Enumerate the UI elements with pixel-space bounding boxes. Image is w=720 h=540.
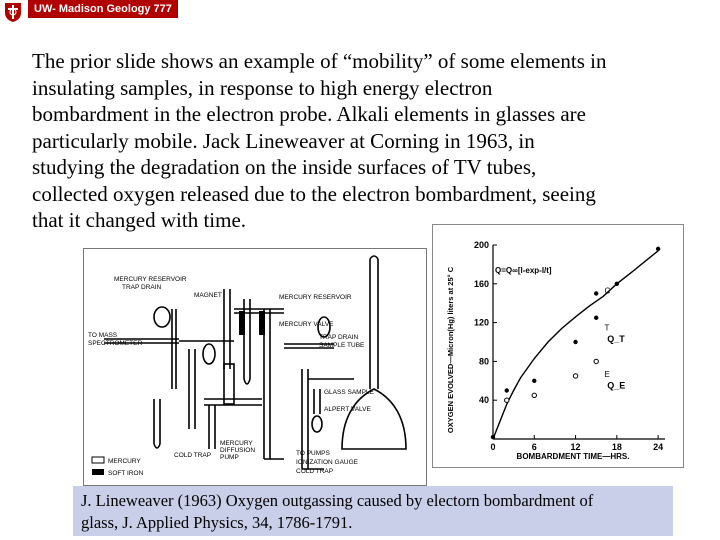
legend-mercury-label: MERCURY	[108, 458, 141, 465]
ionization-gauge-label: IONIZATION GAUGE	[296, 459, 359, 466]
curve-label: Q_E	[607, 381, 625, 391]
trap-drain-label: TRAP DRAIN	[319, 334, 359, 341]
glass-sample-label: GLASS SAMPLE	[324, 389, 375, 396]
y-axis-label: OXYGEN EVOLVED—Micron(Hg) liters at 25° …	[446, 266, 455, 433]
data-point	[573, 339, 578, 345]
data-point-open	[572, 373, 579, 379]
curve-marker-label: T	[604, 323, 609, 332]
alpert-valve-label: ALPERT VALVE	[324, 406, 372, 413]
data-point-open	[593, 358, 599, 365]
body-line: studying the degradation on the inside s…	[32, 155, 537, 179]
curve-marker-label: C	[604, 287, 610, 296]
mercury-diffusion-label: MERCURY	[220, 440, 253, 447]
x-tick-label: 12	[571, 442, 581, 452]
to-mass-label: TO MASS	[88, 332, 118, 339]
cold-trap-label: COLD TRAP	[174, 452, 211, 459]
body-line: that it changed with time.	[32, 208, 247, 232]
data-point	[504, 388, 509, 393]
apparatus-diagram: MAGNET MERCURY RESERVOIR TRAP DRAIN TO M…	[83, 248, 427, 486]
data-point	[655, 246, 661, 252]
body-line: bombardment in the electron probe. Alkal…	[32, 102, 586, 126]
mercury-valve-label: MERCURY VALVE	[279, 321, 334, 328]
apparatus-drawing: MAGNET MERCURY RESERVOIR TRAP DRAIN TO M…	[88, 255, 407, 477]
body-line: insulating samples, in response to high …	[32, 75, 493, 100]
y-tick-label: 120	[474, 318, 489, 328]
data-point	[532, 378, 537, 383]
oxygen-evolved-chart: OXYGEN EVOLVED—Micron(Hg) liters at 25° …	[432, 224, 684, 468]
pump-label: PUMP	[220, 454, 239, 461]
citation-line: J. Lineweaver (1963) Oxygen outgassing c…	[81, 491, 594, 510]
x-tick-label: 6	[532, 442, 537, 452]
data-point-open	[531, 392, 537, 399]
magnet-label: MAGNET	[194, 292, 222, 299]
university-crest-icon	[5, 3, 21, 22]
to-pumps-label: TO PUMPS	[296, 450, 330, 457]
mercury-reservoir-label: MERCURY RESERVOIR	[279, 294, 352, 301]
fit-curve	[492, 250, 659, 440]
x-axis-label: BOMBARDMENT TIME—HRS.	[517, 452, 630, 461]
y-tick-label: 80	[479, 356, 489, 366]
spectrometer-label: SPECTROMETER	[88, 340, 142, 347]
data-point	[594, 315, 599, 320]
curve-label: Q_T	[607, 334, 625, 344]
body-line: The prior slide shows an example of “mob…	[32, 49, 607, 73]
citation-line: glass, J. Applied Physics, 34, 1786-1791…	[81, 513, 353, 532]
curve-marker-label: E	[604, 370, 609, 379]
equation-label: Q=Q∞[l-exp-l/t]	[495, 266, 552, 275]
body-line: particularly mobile. Jack Lineweaver at …	[32, 128, 535, 153]
citation-box: J. Lineweaver (1963) Oxygen outgassing c…	[73, 486, 673, 536]
y-tick-label: 200	[474, 240, 489, 250]
course-banner: UW- Madison Geology 777	[28, 0, 178, 18]
cold-trap-label: COLD TRAP	[296, 468, 333, 475]
sample-tube-label: SAMPLE TUBE	[319, 342, 365, 349]
slide-body-text: The prior slide shows an example of “mob…	[32, 48, 692, 234]
diffusion-label: DIFFUSION	[220, 447, 255, 454]
data-point-open	[504, 397, 510, 403]
x-tick-label: 0	[490, 442, 495, 452]
y-tick-label: 160	[474, 279, 489, 289]
data-point	[614, 281, 620, 286]
x-tick-label: 24	[653, 442, 663, 452]
mercury-reservoir-label: MERCURY RESERVOIR	[114, 276, 187, 283]
data-point	[490, 434, 496, 440]
y-tick-label: 40	[479, 395, 489, 405]
data-point	[594, 291, 599, 296]
chart-canvas: OXYGEN EVOLVED—Micron(Hg) liters at 25° …	[446, 240, 665, 461]
body-line: collected oxygen released due to the ele…	[32, 181, 596, 206]
x-tick-label: 18	[612, 442, 622, 452]
trap-drain-label: TRAP DRAIN	[122, 284, 162, 291]
legend-soft-iron-label: SOFT IRON	[108, 470, 144, 477]
